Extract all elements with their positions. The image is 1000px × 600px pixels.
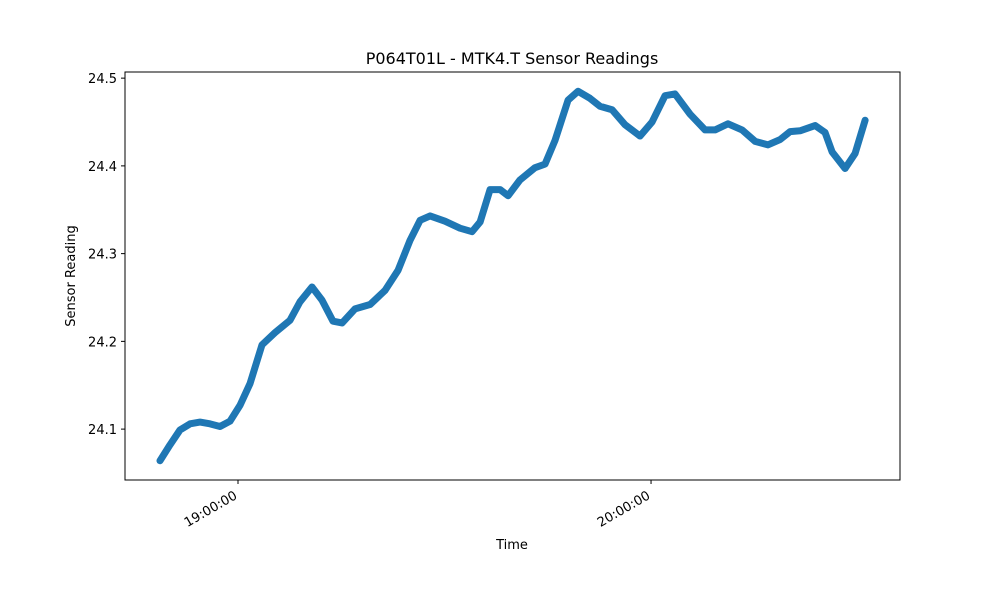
- y-axis-label: Sensor Reading: [64, 225, 79, 326]
- x-tick-label: 19:00:00: [182, 488, 240, 530]
- x-tick-label: 20:00:00: [595, 488, 653, 530]
- chart-title: P064T01L - MTK4.T Sensor Readings: [366, 49, 659, 68]
- plot-frame: [124, 71, 901, 481]
- y-tick-label: 24.3: [88, 248, 117, 263]
- y-tick-label: 24.2: [88, 335, 117, 350]
- x-axis-label: Time: [495, 538, 528, 553]
- y-tick-label: 24.1: [88, 423, 117, 438]
- data-line: [156, 87, 869, 465]
- y-tick-label: 24.4: [88, 160, 117, 175]
- y-tick-label: 24.5: [88, 72, 117, 87]
